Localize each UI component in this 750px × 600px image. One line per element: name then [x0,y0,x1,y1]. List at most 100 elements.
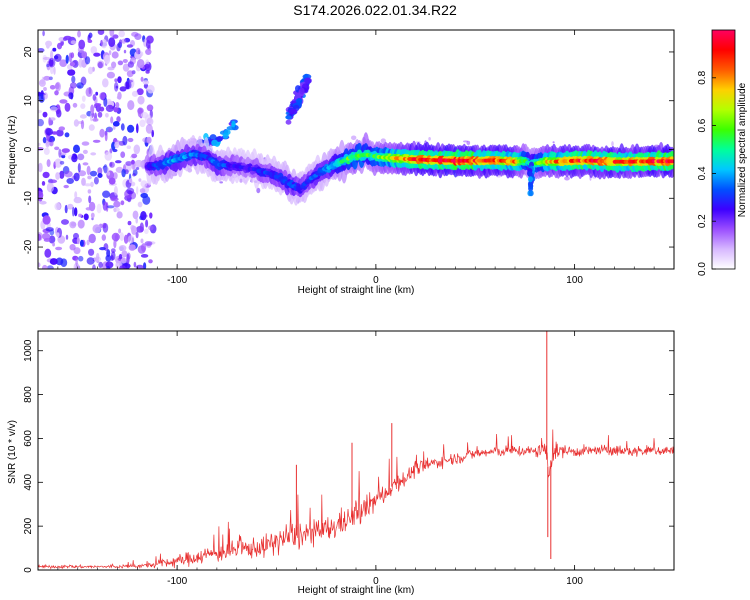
noise-blob [148,259,153,264]
noise-blob [106,71,115,79]
noise-blob [65,234,69,240]
noise-blob [113,107,119,113]
noise-blob [93,52,101,57]
noise-blob [143,83,149,89]
noise-blob [112,121,120,127]
noise-blob [61,219,69,225]
y-tick-label: 400 [23,474,34,491]
noise-blob [104,131,108,142]
noise-blob [43,92,48,100]
noise-blob [92,94,97,101]
noise-blob [105,254,112,262]
noise-blob [140,254,149,258]
noise-blob [38,196,43,202]
noise-blob [82,149,88,154]
noise-blob [81,95,86,102]
noise-blob [73,119,79,127]
colorbar-tick-label: 0.2 [697,214,708,228]
noise-blob [84,56,91,65]
noise-blob [107,171,111,176]
noise-blob [54,158,62,168]
colorbar-tick-label: 0.8 [697,70,708,84]
noise-blob [134,33,142,40]
y-tick-label: 1000 [23,339,34,362]
y-tick-label: -20 [23,239,34,254]
noise-blob [122,63,130,72]
noise-blob [55,257,64,266]
noise-blob [53,55,59,60]
sparse-point [428,137,431,141]
noise-blob [116,211,123,219]
noise-blob [54,202,61,211]
noise-blob [66,178,74,184]
x-tick-label: -100 [167,576,187,587]
colorbar-ticks: 0.0 0.2 0.4 0.6 0.8 [697,70,716,276]
noise-blob [127,220,132,226]
noise-blob [137,201,143,208]
noise-blob [137,107,144,115]
noise-blob [43,75,51,81]
noise-blob [58,148,62,158]
branch-blob [285,115,292,120]
noise-blob [109,30,115,37]
sparse-point [239,178,243,183]
noise-blob [111,51,119,59]
noise-blob [110,197,119,202]
noise-blob [53,66,56,75]
noise-blob [77,163,81,173]
noise-blob [105,113,109,118]
noise-blob [97,173,103,178]
noise-blob [46,265,54,269]
noise-blob [77,153,85,161]
y-tick-label: 10 [23,95,34,107]
noise-blob [144,63,150,69]
noise-blob [76,237,80,245]
noise-blob [135,167,140,170]
noise-blob [63,184,69,189]
noise-blob [146,39,151,49]
noise-blob [115,102,120,108]
noise-blob [115,160,122,164]
noise-blob [106,265,111,269]
y-tick-label: 200 [23,517,34,534]
noise-blob [59,99,68,104]
noise-blob [133,144,141,155]
noise-blob [73,144,80,153]
noise-blob [59,160,65,165]
noise-blob [118,228,122,234]
colorbar: 0.0 0.2 0.4 0.6 0.8 Normalized spectral ampl… [697,29,748,276]
noise-blob [123,234,129,244]
noise-blob [85,87,93,97]
noise-blob [137,95,145,105]
noise-blob [69,82,77,89]
noise-blob [112,34,119,39]
noise-blob [148,225,154,231]
noise-blob [149,212,153,219]
noise-blob [108,105,113,110]
noise-blob [89,170,98,177]
branch-blob [231,120,236,128]
dip-blob [528,176,533,183]
noise-blob [71,154,78,163]
noise-blob [41,181,46,186]
branch-blob [299,87,305,95]
noise-blob [118,30,125,38]
noise-blob [88,124,95,131]
noise-blob [126,145,131,149]
noise-blob [132,173,136,177]
noise-blob [57,42,62,50]
noise-blob [117,91,122,100]
noise-blob [78,39,86,50]
noise-blob [101,234,107,241]
noise-blob [136,186,139,195]
noise-blob [115,166,124,173]
noise-blob [145,219,149,228]
noise-blob [38,262,41,268]
noise-blob [127,100,135,111]
noise-blob [78,213,83,218]
noise-blob [38,147,44,151]
colorbar-tick-label: 0.4 [697,166,708,180]
sparse-point [466,140,471,145]
noise-blob [121,250,128,258]
